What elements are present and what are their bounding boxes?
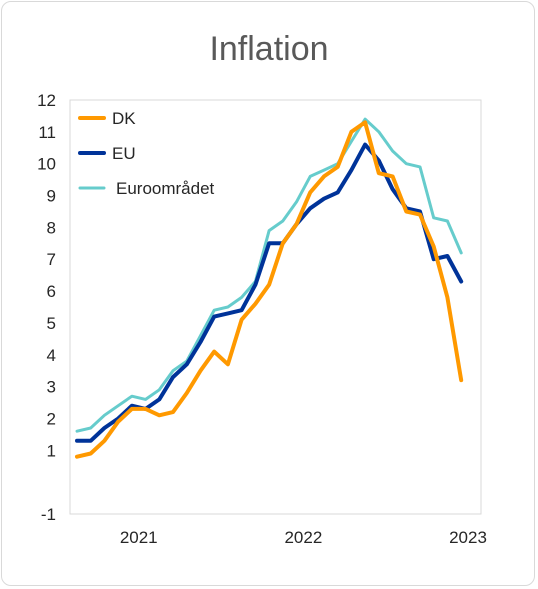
series-line-euroomr-det <box>75 117 463 433</box>
y-tick-label: 5 <box>47 314 56 333</box>
y-tick-label: 9 <box>47 187 56 206</box>
x-tick-label: 2021 <box>120 528 158 547</box>
legend: DK EU Euroområdet <box>78 109 215 198</box>
x-tick-label: 2022 <box>284 528 322 547</box>
y-tick-label: 6 <box>47 282 56 301</box>
y-tick-label: 10 <box>37 155 56 174</box>
series-lines <box>75 117 464 459</box>
y-tick-label: -1 <box>41 505 56 524</box>
y-tick-label: 7 <box>47 250 56 269</box>
y-tick-label: 4 <box>47 346 56 365</box>
legend-label: DK <box>112 109 136 128</box>
y-tick-label: 3 <box>47 378 56 397</box>
legend-label: EU <box>112 144 136 163</box>
legend-label: Euroområdet <box>116 179 215 198</box>
x-tick-label: 2023 <box>449 528 487 547</box>
x-axis-ticks: 2021 2022 2023 <box>120 528 487 547</box>
y-tick-label: 8 <box>47 218 56 237</box>
plot-area <box>69 99 482 515</box>
y-tick-label: 2 <box>47 409 56 428</box>
plot-border <box>69 99 482 515</box>
y-tick-label: 11 <box>38 123 56 142</box>
chart-title: Inflation <box>209 30 329 68</box>
y-tick-label: 1 <box>47 441 56 460</box>
series-line-dk <box>75 120 464 459</box>
y-tick-label: 12 <box>37 91 56 110</box>
